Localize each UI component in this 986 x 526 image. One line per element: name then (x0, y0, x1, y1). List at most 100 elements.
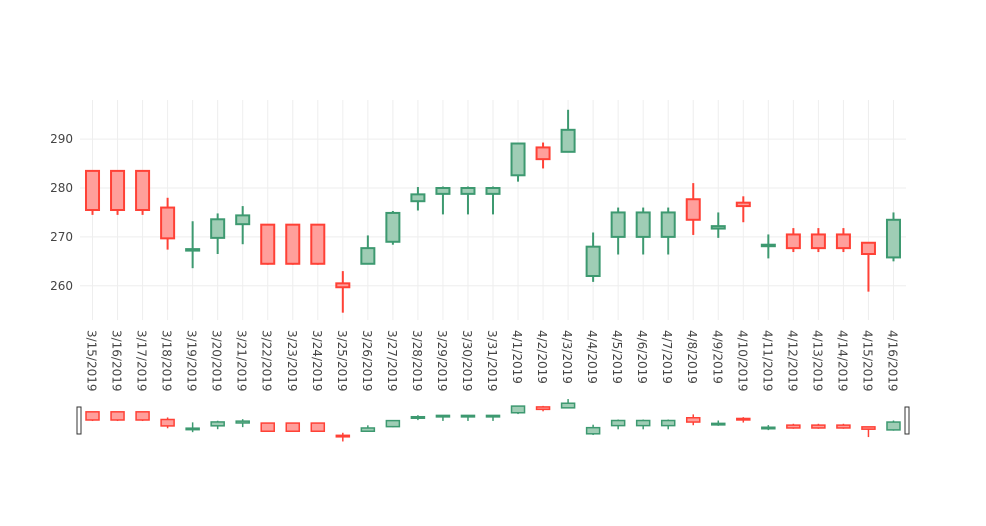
range-slider-right-handle[interactable] (904, 406, 910, 435)
candle-body (410, 193, 426, 203)
slider-candle-body (560, 402, 576, 409)
x-tick-label: 3/21/2019 (235, 330, 249, 392)
candle-body (310, 223, 326, 265)
candle-body (335, 282, 351, 289)
candle-body (210, 218, 226, 239)
candle[interactable] (260, 223, 276, 265)
slider-candle-body (836, 424, 851, 429)
candle-body (460, 187, 476, 195)
x-tick-label: 4/5/2019 (610, 330, 624, 384)
candle-body (510, 142, 526, 177)
candle[interactable] (235, 206, 251, 245)
candle[interactable] (410, 187, 426, 211)
x-tick-label: 4/1/2019 (510, 330, 524, 384)
slider-candle-body (85, 411, 100, 421)
candle[interactable] (85, 169, 101, 215)
candle[interactable] (835, 228, 851, 253)
x-tick-label: 3/28/2019 (410, 330, 424, 392)
candle[interactable] (510, 142, 526, 182)
y-tick-label: 280 (50, 181, 73, 195)
candle[interactable] (210, 213, 226, 254)
slider-candle-body (335, 434, 351, 438)
candle[interactable] (435, 186, 451, 215)
slider-candle (861, 426, 876, 438)
range-slider-left-handle[interactable] (76, 406, 82, 435)
candle[interactable] (685, 183, 701, 235)
x-tick-label: 3/29/2019 (435, 330, 449, 392)
candle[interactable] (635, 207, 651, 255)
x-tick-label: 3/17/2019 (135, 330, 149, 392)
x-tick-label: 3/18/2019 (160, 330, 174, 392)
candle-body (760, 243, 776, 248)
slider-candle (285, 422, 301, 432)
slider-candle (210, 420, 225, 430)
slider-candle (410, 415, 426, 421)
candle[interactable] (785, 228, 801, 253)
candle[interactable] (185, 221, 201, 269)
slider-candle (385, 419, 401, 428)
slider-candle (836, 423, 851, 429)
x-tick-label: 3/23/2019 (285, 330, 299, 392)
candle-body (485, 187, 501, 195)
x-tick-label: 4/10/2019 (735, 330, 749, 392)
candle-body (110, 169, 126, 211)
slider-candle-body (685, 417, 701, 423)
candle[interactable] (560, 109, 576, 153)
slider-candle-body (861, 426, 876, 430)
candle[interactable] (385, 210, 401, 245)
slider-candle-body (886, 421, 901, 431)
candle[interactable] (885, 212, 901, 262)
candle[interactable] (610, 207, 626, 255)
candle[interactable] (310, 223, 326, 265)
slider-candle-body (761, 426, 776, 430)
candle-body (735, 201, 751, 208)
candle[interactable] (335, 271, 351, 313)
x-tick-label: 4/7/2019 (660, 330, 674, 384)
candle[interactable] (535, 142, 551, 169)
candle[interactable] (160, 197, 176, 250)
slider-candle-body (610, 419, 626, 427)
slider-candle (886, 420, 901, 431)
candle[interactable] (735, 196, 751, 223)
candle[interactable] (360, 235, 376, 265)
candle[interactable] (585, 232, 601, 282)
candle[interactable] (760, 234, 776, 259)
slider-candle (510, 405, 526, 415)
slider-candle (635, 419, 651, 430)
slider-candle-body (711, 422, 726, 426)
slider-candle-body (535, 406, 551, 411)
candle[interactable] (660, 207, 676, 255)
candle-body (885, 218, 901, 259)
candle-body (285, 223, 301, 265)
x-tick-label: 4/4/2019 (585, 330, 599, 384)
candle-body (860, 241, 876, 255)
slider-candle-body (460, 414, 476, 418)
candle[interactable] (810, 228, 826, 253)
slider-candle (110, 411, 125, 422)
candle[interactable] (460, 186, 476, 215)
slider-candle-body (160, 418, 175, 427)
slider-candle (235, 419, 250, 428)
x-axis-ticks: 3/15/2019 3/16/2019 3/17/2019 3/18/2019 3/19… (85, 330, 900, 392)
x-tick-label: 3/22/2019 (260, 330, 274, 392)
candle[interactable] (110, 169, 126, 215)
slider-candle (711, 420, 726, 426)
x-tick-label: 4/13/2019 (810, 330, 824, 392)
slider-candle-body (660, 419, 676, 427)
candle-body (810, 233, 826, 250)
candle[interactable] (285, 223, 301, 265)
slider-candle (335, 432, 351, 442)
candle[interactable] (710, 212, 726, 238)
x-tick-label: 4/12/2019 (785, 330, 799, 392)
candle-body (610, 211, 626, 238)
x-tick-label: 3/26/2019 (360, 330, 374, 392)
range-slider[interactable] (76, 399, 910, 442)
candle[interactable] (135, 169, 151, 215)
slider-candle-body (310, 422, 326, 432)
candle[interactable] (485, 186, 501, 215)
x-tick-label: 3/15/2019 (85, 330, 99, 392)
candle-body (260, 223, 276, 265)
candle[interactable] (860, 241, 876, 292)
slider-candle (535, 405, 551, 412)
